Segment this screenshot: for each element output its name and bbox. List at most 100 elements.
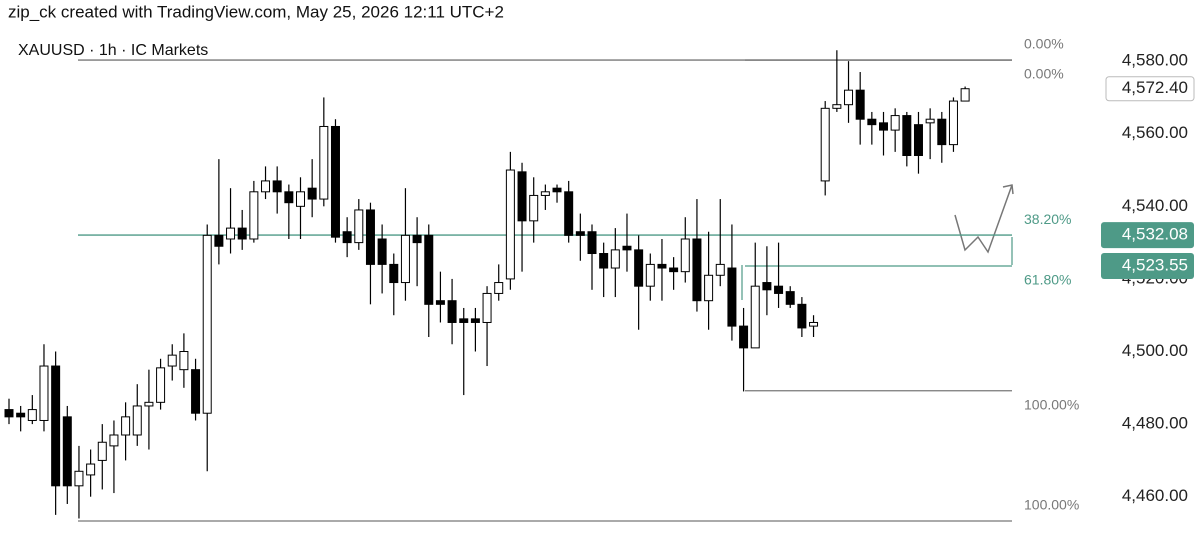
candle-body (27, 409, 37, 421)
candle-body (144, 401, 154, 407)
candle-body (680, 238, 690, 273)
y-tick-label: 4,560.00 (1122, 123, 1188, 142)
projection-arrowhead (1002, 184, 1014, 195)
candle-body (272, 180, 282, 193)
candle-body (494, 282, 504, 294)
candle-body (937, 118, 947, 146)
candle-body (62, 416, 72, 487)
candle-body (377, 238, 387, 265)
candle-body (296, 191, 305, 207)
y-tick-label: 4,500.00 (1122, 341, 1188, 360)
candle-body (330, 125, 340, 238)
candle-body (470, 318, 480, 323)
candle-body (587, 231, 597, 255)
candle-body (913, 124, 923, 157)
candle-body (389, 263, 399, 284)
candle-body (39, 365, 49, 421)
candle-body (902, 115, 912, 157)
candle-body (890, 115, 900, 131)
y-tick-label: 4,480.00 (1122, 414, 1188, 433)
caption: zip_ck created with TradingView.com, May… (8, 2, 504, 21)
candle-body (540, 191, 550, 196)
candle-body (167, 354, 177, 367)
candle-body (797, 303, 807, 329)
candle-body (121, 416, 131, 436)
y-tick-label: 4,580.00 (1122, 51, 1188, 70)
fib-label: 100.00% (1024, 396, 1079, 412)
candle-body (774, 285, 784, 294)
candle-body (202, 234, 212, 414)
y-tick-label: 4,460.00 (1122, 486, 1188, 505)
candle-body (610, 249, 620, 269)
candle-body (86, 463, 96, 476)
candle-body (459, 318, 469, 323)
candle-body (715, 263, 725, 276)
candle-body (74, 470, 84, 487)
candle-body (51, 365, 61, 487)
candle-body (762, 282, 772, 291)
candle-body (552, 187, 562, 193)
fib-label: 0.00% (1024, 66, 1064, 82)
candle-body (319, 125, 329, 200)
candle-body (645, 263, 655, 287)
candle-body (855, 89, 865, 120)
last-price-box (1105, 76, 1195, 102)
fib-label: 38.20% (1024, 211, 1071, 227)
candle-body (960, 88, 970, 102)
candle-body (785, 291, 795, 305)
candle-body (307, 187, 317, 200)
candle-body (226, 227, 236, 240)
candle-body (435, 300, 445, 305)
candle-body (739, 325, 749, 349)
candle-body (400, 234, 410, 284)
candle-body (179, 351, 189, 371)
candle-body (342, 231, 352, 244)
symbol-title: XAUUSD · 1h · IC Markets (18, 42, 208, 59)
candle-body (820, 107, 830, 182)
candle-body (692, 238, 702, 302)
candle-body (575, 231, 585, 236)
candle-body (529, 194, 539, 222)
candle-body (505, 169, 515, 280)
candle-body (237, 227, 247, 240)
candle-body (867, 118, 877, 126)
candle-body (412, 234, 422, 244)
candle-body (132, 405, 142, 436)
candle-body (750, 285, 760, 349)
candle-body (482, 292, 492, 323)
candle-body (599, 253, 609, 269)
candle-body (214, 234, 224, 247)
candle-body (97, 441, 107, 461)
candle-body (447, 300, 457, 323)
candle-body (879, 122, 888, 131)
candle-body (948, 100, 958, 146)
fib-label: 61.80% (1024, 272, 1071, 288)
candle-body (284, 191, 294, 204)
candle-body (156, 367, 166, 403)
candle-body (564, 191, 574, 236)
candle-body (622, 245, 632, 251)
price-box-label: 4,532.08 (1122, 225, 1188, 244)
candle-body (809, 321, 819, 327)
candle-body (634, 249, 644, 287)
last-price-label: 4,572.40 (1122, 78, 1188, 97)
candle-body (354, 209, 364, 244)
fib-label: 100.00% (1024, 497, 1079, 513)
candle-body (657, 263, 667, 269)
candle-body (704, 274, 714, 302)
candle-body (16, 412, 26, 418)
candle-body (261, 180, 271, 193)
price-box (1101, 222, 1194, 249)
fib-label: 0.00% (1024, 36, 1064, 52)
candle-body (517, 171, 527, 222)
price-box-label: 4,523.55 (1122, 256, 1188, 275)
candle-body (669, 267, 679, 273)
price-box (1101, 253, 1194, 280)
candle-body (249, 191, 259, 240)
candle-body (832, 104, 842, 109)
candle-body (844, 89, 854, 106)
candle-body (365, 209, 375, 265)
projection-path (954, 184, 1013, 254)
